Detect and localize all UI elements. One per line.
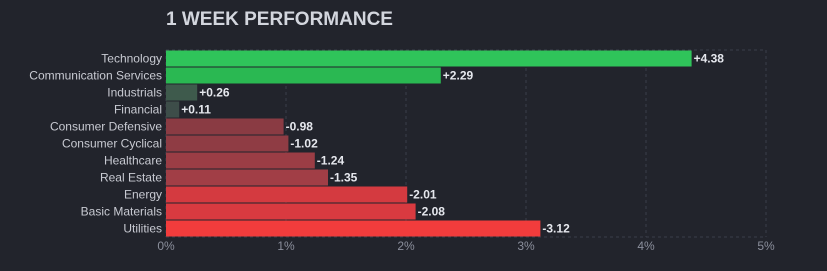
value-label: -3.12 xyxy=(542,222,570,236)
category-label: Consumer Defensive xyxy=(50,120,162,134)
category-label: Energy xyxy=(124,188,162,202)
category-label: Financial xyxy=(114,103,162,117)
bar xyxy=(166,67,441,84)
bar xyxy=(166,135,289,152)
category-label: Utilities xyxy=(123,222,162,236)
value-label: +0.11 xyxy=(181,103,211,117)
category-label: Real Estate xyxy=(100,171,162,185)
bar xyxy=(166,118,284,135)
bar xyxy=(166,169,328,186)
bar xyxy=(166,152,315,169)
x-tick-label: 3% xyxy=(517,239,535,253)
bar xyxy=(166,101,180,118)
value-label: -2.08 xyxy=(418,205,446,219)
bar xyxy=(166,203,416,220)
bar xyxy=(166,84,198,101)
value-label: +0.26 xyxy=(199,86,230,100)
x-tick-label: 5% xyxy=(757,239,775,253)
value-label: +2.29 xyxy=(443,69,474,83)
value-label: -2.01 xyxy=(409,188,437,202)
chart-title: 1 WEEK PERFORMANCE xyxy=(166,9,393,30)
value-label: -1.24 xyxy=(317,154,345,168)
category-label: Healthcare xyxy=(104,154,162,168)
category-label: Technology xyxy=(101,52,162,66)
category-label: Consumer Cyclical xyxy=(62,137,162,151)
value-label: -1.02 xyxy=(290,137,318,151)
bar xyxy=(166,220,541,237)
value-label: -0.98 xyxy=(286,120,314,134)
bar xyxy=(166,186,408,203)
value-label: -1.35 xyxy=(330,171,358,185)
value-label: +4.38 xyxy=(694,52,725,66)
category-label: Industrials xyxy=(107,86,162,100)
category-label: Communication Services xyxy=(29,69,162,83)
x-tick-label: 4% xyxy=(637,239,655,253)
x-tick-label: 2% xyxy=(397,239,415,253)
bar xyxy=(166,50,692,67)
x-tick-label: 1% xyxy=(277,239,295,253)
x-tick-label: 0% xyxy=(157,239,175,253)
category-label: Basic Materials xyxy=(81,205,162,219)
